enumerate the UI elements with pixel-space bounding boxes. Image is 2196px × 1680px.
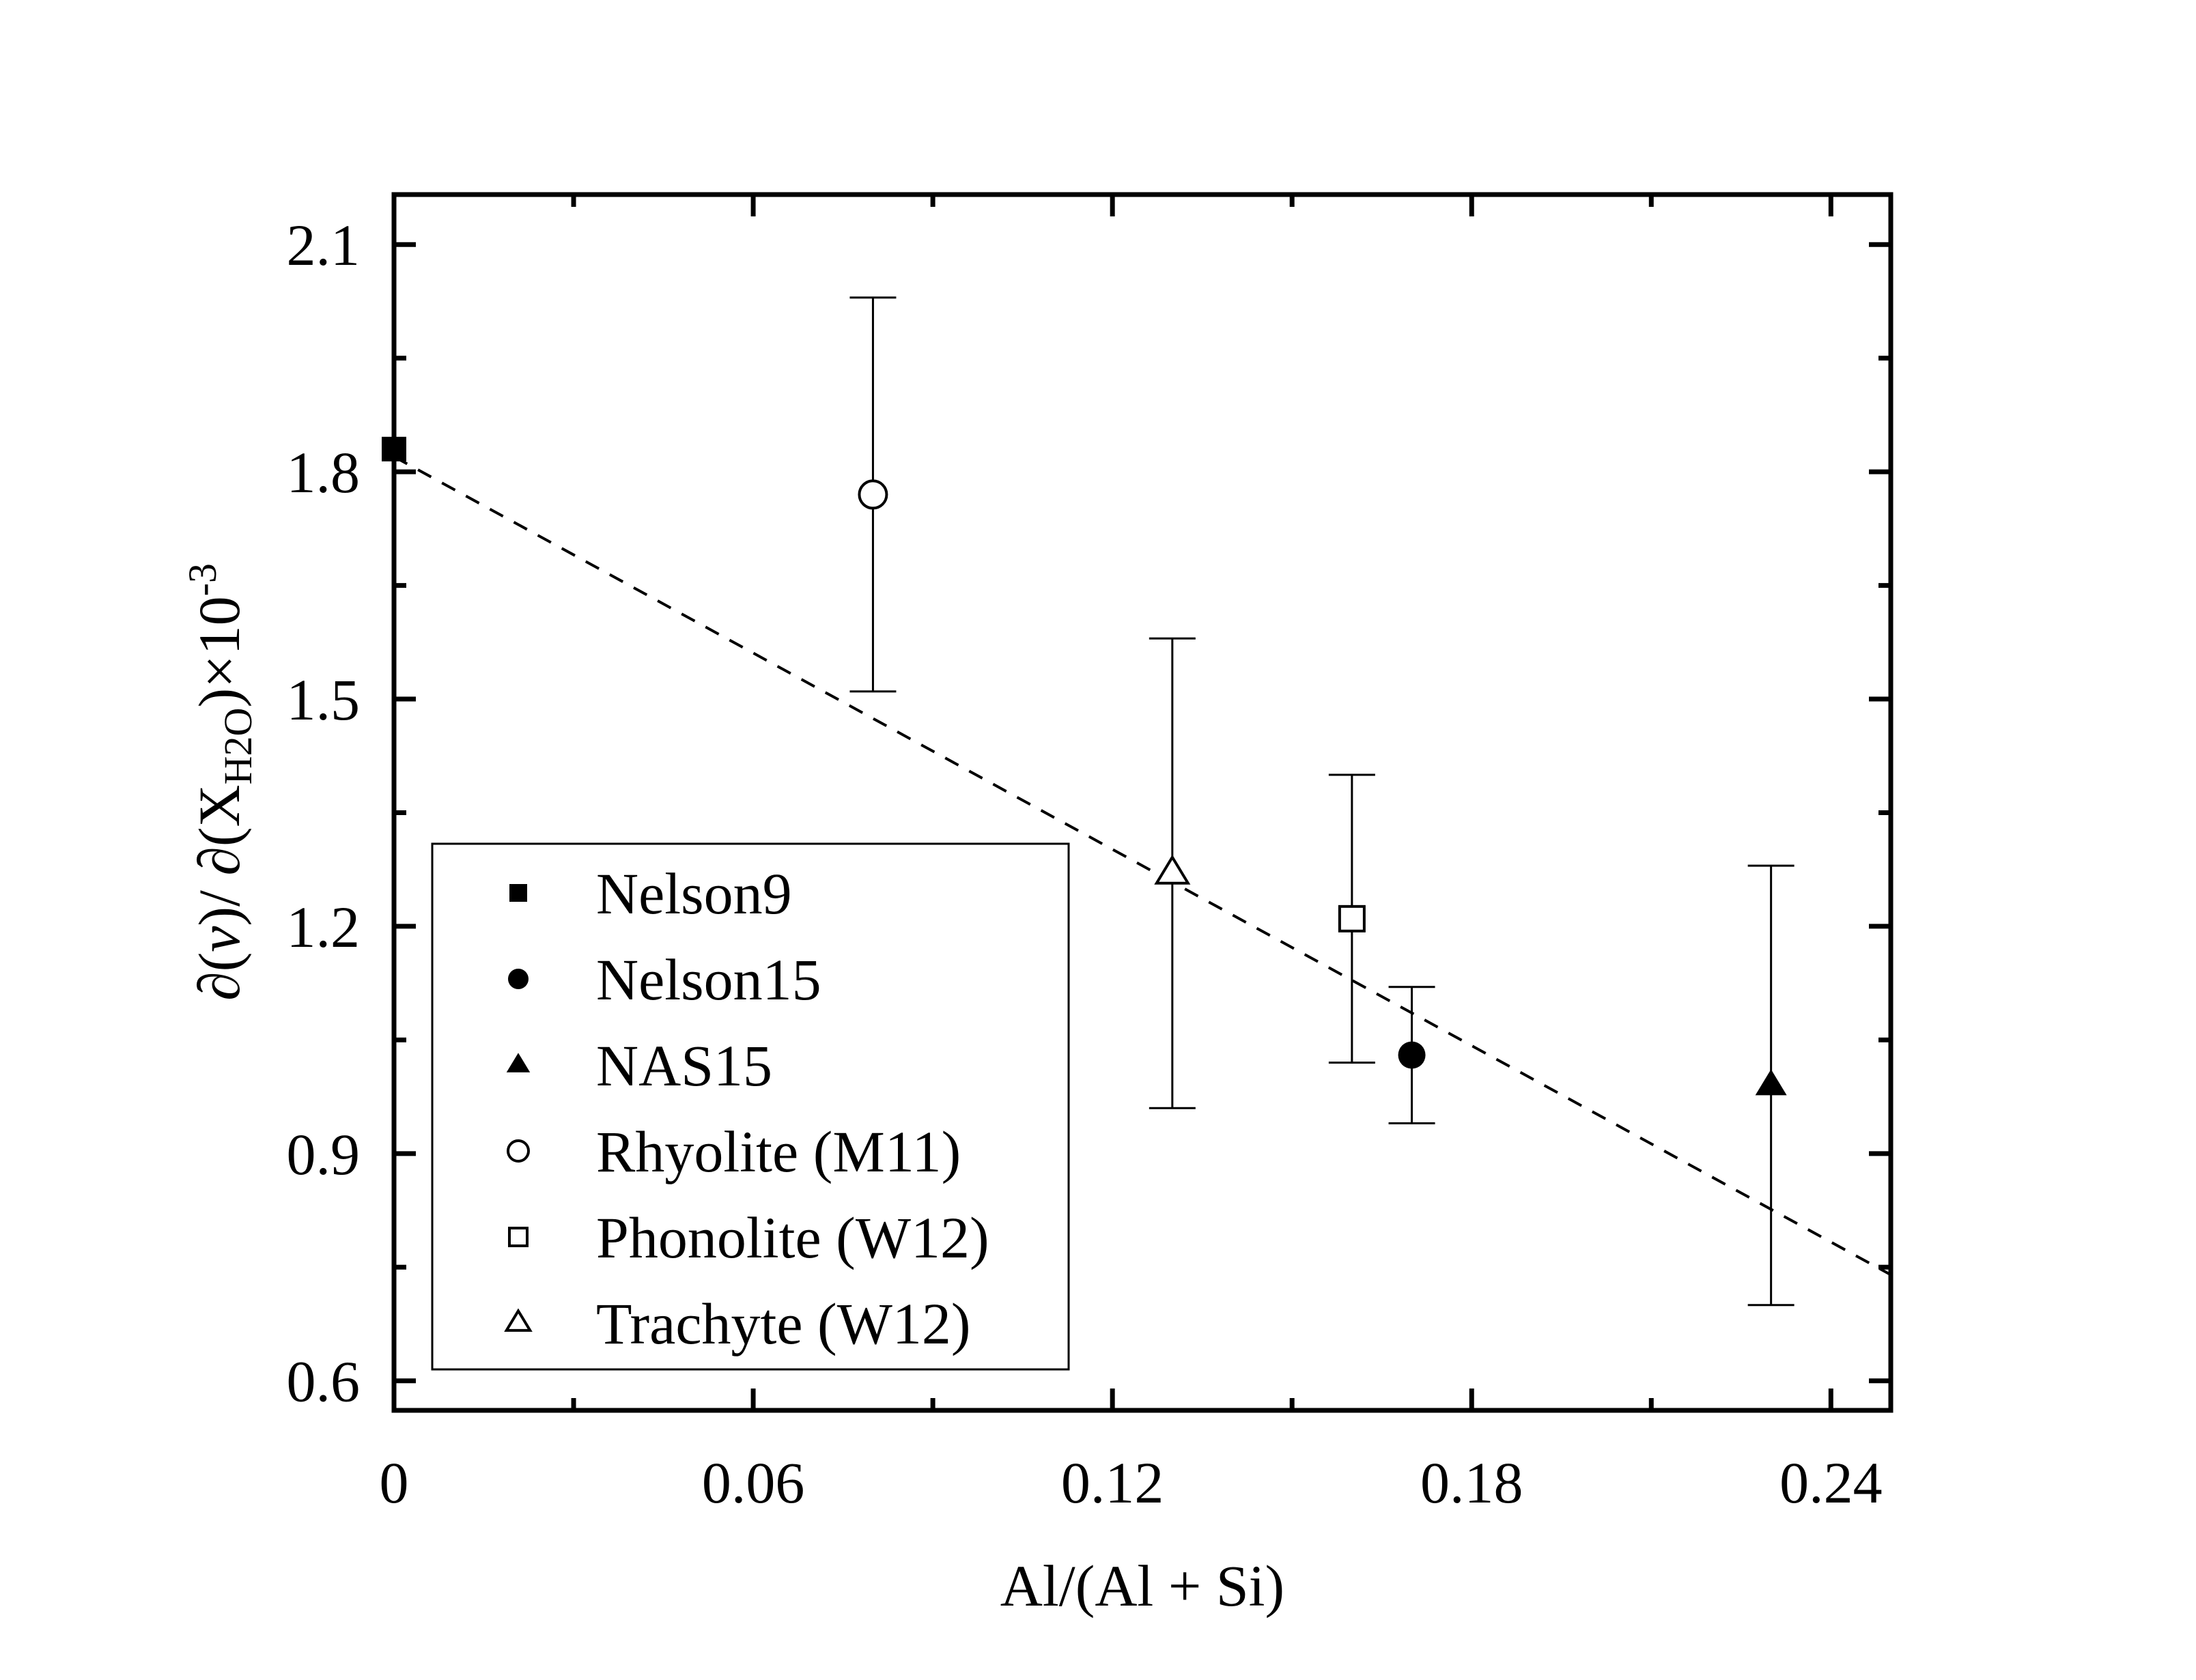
x-axis-title: Al/(Al + Si) <box>1000 1553 1284 1619</box>
data-point-phonolite-w12 <box>1338 905 1366 932</box>
x-tick-label: 0.18 <box>1420 1450 1523 1515</box>
fit-line <box>393 455 1891 1277</box>
legend-marker-nelson9 <box>509 884 527 902</box>
x-tick-label: 0 <box>380 1450 409 1515</box>
data-point-trachyte-w12 <box>1154 854 1191 885</box>
y-axis-title-middle: )/ ∂(X <box>186 784 252 926</box>
legend-marker-nas15 <box>506 1053 531 1072</box>
plot-frame <box>391 192 1894 1413</box>
x-tick-label: 0.06 <box>702 1450 805 1515</box>
y-axis-title-suffix: )×10 <box>186 596 252 707</box>
legend-label-nelson15: Nelson15 <box>596 947 821 1012</box>
legend-item-rhyolite-m11: Rhyolite (M11) <box>507 1119 961 1184</box>
tick-labels-layer: 0 0.06 0.12 0.18 0.24 0.6 0.9 1.2 1.5 1.8 2.1 <box>287 212 1883 1515</box>
legend-marker-phonolite-w12 <box>508 1227 529 1247</box>
y-axis-title: ∂(ν)/ ∂(XH2O)×10-3 <box>180 563 260 1001</box>
y-tick-label: 0.9 <box>287 1122 361 1187</box>
legend-label-phonolite-w12: Phonolite (W12) <box>596 1205 989 1270</box>
y-axis-title-nu: ν <box>186 926 252 952</box>
x-tick-label: 0.24 <box>1779 1450 1883 1515</box>
legend-label-trachyte-w12: Trachyte (W12) <box>596 1291 971 1356</box>
data-point-rhyolite-m11 <box>858 479 888 510</box>
legend-item-trachyte-w12: Trachyte (W12) <box>504 1291 971 1356</box>
y-tick-label: 2.1 <box>287 212 361 278</box>
legend-box <box>431 842 1070 1371</box>
legend-item-nelson9: Nelson9 <box>509 861 792 926</box>
legend: Nelson9 Nelson15 NAS15 Rhyolite (M11) Phonol… <box>431 842 1070 1371</box>
legend-marker-trachyte-w12 <box>504 1308 533 1332</box>
legend-marker-nelson15 <box>508 969 529 989</box>
legend-item-phonolite-w12: Phonolite (W12) <box>508 1205 989 1270</box>
legend-label-nas15: NAS15 <box>596 1033 772 1098</box>
x-tick-label: 0.12 <box>1061 1450 1164 1515</box>
ticks-layer <box>391 195 1891 1410</box>
y-tick-label: 1.5 <box>287 667 361 732</box>
fit-line-layer <box>393 455 1891 1277</box>
y-tick-label: 0.6 <box>287 1349 361 1414</box>
data-point-nelson15 <box>1398 1041 1426 1069</box>
legend-label-nelson9: Nelson9 <box>596 861 792 926</box>
y-axis-title-prefix: ∂( <box>186 952 252 1001</box>
y-axis-title-subscript: H2O <box>216 708 260 785</box>
y-axis-title-superscript: -3 <box>180 563 225 596</box>
legend-marker-rhyolite-m11 <box>507 1139 530 1163</box>
data-point-nas15 <box>1755 1069 1787 1096</box>
legend-label-rhyolite-m11: Rhyolite (M11) <box>596 1119 961 1184</box>
y-tick-label: 1.8 <box>287 440 361 505</box>
legend-item-nas15: NAS15 <box>506 1033 772 1098</box>
legend-item-nelson15: Nelson15 <box>508 947 821 1012</box>
y-tick-label: 1.2 <box>287 894 361 960</box>
